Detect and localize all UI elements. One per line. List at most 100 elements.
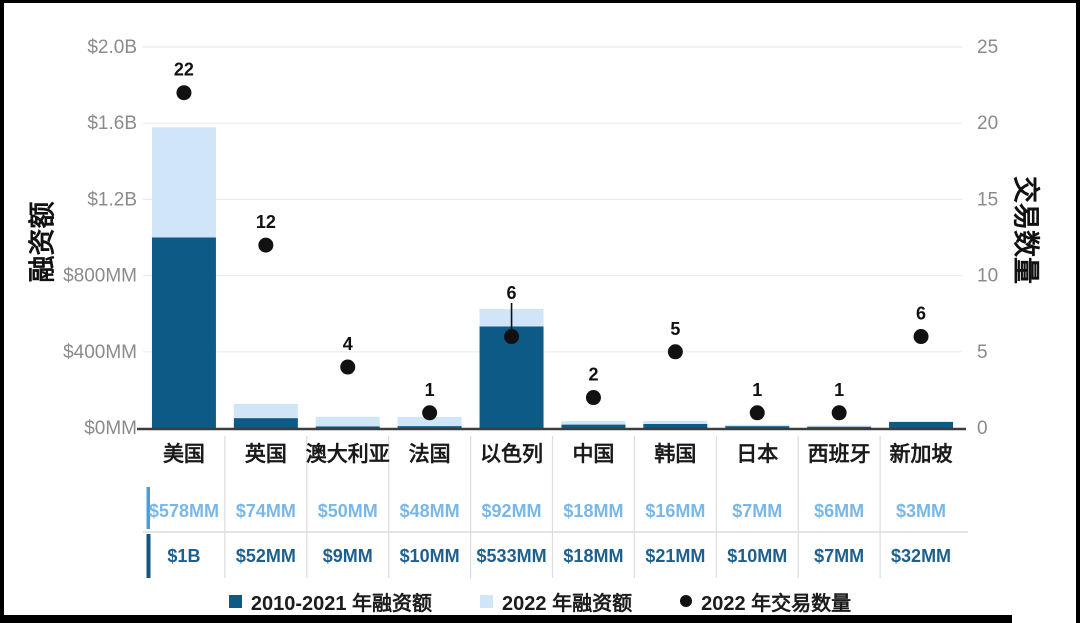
right-axis-tick: 10 xyxy=(977,266,998,287)
country-label: 新加坡 xyxy=(890,442,953,466)
country-label: 韩国 xyxy=(654,442,696,466)
deal-count-dot xyxy=(176,85,192,101)
country-label: 日本 xyxy=(736,443,778,466)
legend-item: 2022 年交易数量 xyxy=(680,587,851,616)
country-label: 西班牙 xyxy=(808,443,871,466)
right-axis-tick: 0 xyxy=(977,418,988,439)
right-axis-tick: 25 xyxy=(977,37,998,58)
country-label: 法国 xyxy=(409,442,451,466)
table-value-2010-2021: $533MM xyxy=(477,546,547,566)
bar-2022-日本 xyxy=(725,424,790,427)
table-value-2022: $92MM xyxy=(482,501,542,521)
deal-count-label: 5 xyxy=(670,319,680,339)
legend-dot-marker xyxy=(680,595,693,607)
deal-count-dot xyxy=(585,390,601,406)
bar-2022-韩国 xyxy=(643,420,708,424)
table-value-2010-2021: $18MM xyxy=(563,546,623,566)
table-value-2022: $7MM xyxy=(732,501,782,521)
left-axis-tick: $400MM xyxy=(63,342,137,363)
table-value-2022: $48MM xyxy=(400,501,460,521)
country-label: 英国 xyxy=(245,443,287,466)
deal-count-label: 2 xyxy=(588,365,598,385)
bar-2010-2021-英国 xyxy=(233,418,298,428)
deal-count-dot xyxy=(340,359,356,375)
bar-2010-2021-西班牙 xyxy=(807,426,872,428)
deal-count-dot xyxy=(667,344,683,360)
deal-count-label: 1 xyxy=(834,380,844,400)
bar-2010-2021-澳大利亚 xyxy=(315,426,380,428)
legend-square-marker xyxy=(228,594,242,608)
table-value-2022: $578MM xyxy=(149,501,219,521)
bar-2010-2021-中国 xyxy=(561,424,626,428)
table-value-2022: $18MM xyxy=(563,501,623,521)
deal-count-dot xyxy=(258,237,274,253)
left-axis-tick: $800MM xyxy=(63,266,137,287)
bar-2010-2021-法国 xyxy=(397,426,462,428)
deal-count-dot xyxy=(422,405,438,421)
table-row-2010-accent xyxy=(146,534,151,578)
right-axis-tick: 20 xyxy=(977,113,998,134)
table-value-2010-2021: $10MM xyxy=(727,546,787,566)
deal-count-label: 6 xyxy=(916,304,926,324)
deal-count-label: 22 xyxy=(174,60,194,80)
bar-2010-2021-美国 xyxy=(151,237,216,428)
deal-count-label: 12 xyxy=(256,212,276,232)
table-value-2010-2021: $32MM xyxy=(891,546,951,566)
left-axis-title: 融资额 xyxy=(27,201,58,283)
chart-legend: 2010-2021 年融资额 2022 年融资额 2022 年交易数量 xyxy=(0,587,1080,616)
frame-border-top xyxy=(0,0,1080,3)
deal-count-dot xyxy=(749,405,765,421)
table-value-2010-2021: $52MM xyxy=(236,546,296,566)
left-axis-tick: $1.2B xyxy=(87,189,137,210)
bar-2010-2021-日本 xyxy=(725,426,790,428)
deal-count-label: 1 xyxy=(752,380,762,400)
right-axis-tick: 5 xyxy=(977,342,988,363)
table-value-2010-2021: $1B xyxy=(167,546,200,566)
right-axis-title: 交易数量 xyxy=(1010,176,1041,284)
left-axis-tick: $1.6B xyxy=(87,113,137,134)
deal-count-dot xyxy=(504,329,520,345)
country-label: 澳大利亚 xyxy=(306,442,390,466)
bar-2022-美国 xyxy=(151,127,216,238)
frame-border-bottom xyxy=(0,615,1012,623)
deal-count-label: 6 xyxy=(507,283,517,303)
country-label: 中国 xyxy=(572,443,614,466)
country-label: 以色列 xyxy=(480,442,543,466)
frame-border-left xyxy=(0,0,4,623)
table-value-2022: $16MM xyxy=(645,501,705,521)
bar-2022-新加坡 xyxy=(889,421,954,422)
legend-label: 2022 年融资额 xyxy=(502,592,633,615)
frame-border-right xyxy=(1076,0,1080,623)
bar-2022-英国 xyxy=(233,403,298,419)
left-axis-tick: $0MM xyxy=(84,418,137,439)
deal-count-label: 1 xyxy=(425,380,435,400)
legend-square-marker xyxy=(480,594,494,608)
legend-label: 2010-2021 年融资额 xyxy=(250,592,433,615)
right-axis-tick: 15 xyxy=(977,189,998,210)
bar-2022-澳大利亚 xyxy=(315,416,380,427)
table-value-2022: $50MM xyxy=(318,501,378,521)
bar-2010-2021-新加坡 xyxy=(889,421,954,428)
table-value-2022: $74MM xyxy=(236,501,296,521)
table-row-2022-accent xyxy=(146,487,150,529)
table-value-2010-2021: $7MM xyxy=(814,546,864,566)
left-axis-tick: $2.0B xyxy=(87,37,137,58)
country-label: 美国 xyxy=(163,442,205,466)
bar-2022-法国 xyxy=(397,416,462,427)
legend-label: 2022 年交易数量 xyxy=(701,592,852,615)
bar-2022-中国 xyxy=(561,421,626,425)
table-value-2022: $3MM xyxy=(896,501,946,521)
table-value-2022: $6MM xyxy=(814,501,864,521)
deal-count-dot xyxy=(913,329,929,345)
table-value-2010-2021: $10MM xyxy=(400,546,460,566)
bar-2022-西班牙 xyxy=(807,425,872,427)
deal-count-label: 4 xyxy=(343,334,353,354)
table-value-2010-2021: $9MM xyxy=(323,546,373,566)
legend-item: 2010-2021 年融资额 xyxy=(228,587,433,616)
bar-2010-2021-韩国 xyxy=(643,423,708,428)
legend-item: 2022 年融资额 xyxy=(480,587,632,616)
table-value-2010-2021: $21MM xyxy=(645,546,705,566)
deal-count-dot xyxy=(831,405,847,421)
